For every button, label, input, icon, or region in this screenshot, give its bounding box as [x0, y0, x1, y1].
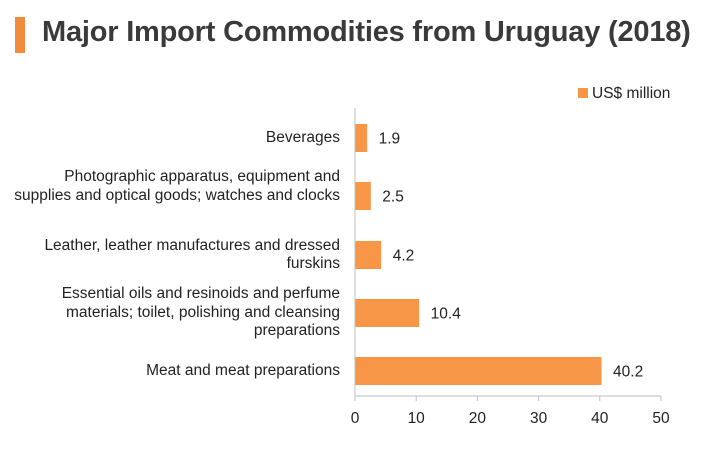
title-accent-bar	[15, 17, 25, 53]
data-label: 1.9	[379, 131, 401, 148]
x-tick-label: 30	[530, 410, 548, 427]
bar	[355, 241, 382, 269]
bar	[355, 124, 368, 152]
data-label: 4.2	[393, 248, 415, 265]
data-label: 2.5	[382, 189, 404, 206]
x-tick-label: 40	[591, 410, 609, 427]
bar	[355, 182, 371, 210]
x-tick-label: 50	[652, 410, 670, 427]
chart-title: Major Import Commodities from Uruguay (2…	[42, 16, 691, 48]
data-label: 40.2	[613, 364, 643, 381]
category-label: Photographic apparatus, equipment and su…	[14, 168, 340, 204]
bar	[355, 299, 420, 327]
legend-label: US$ million	[592, 85, 670, 102]
legend-swatch	[578, 88, 588, 98]
category-label: Essential oils and resinoids and perfume…	[61, 285, 340, 340]
x-tick-label: 0	[351, 410, 360, 427]
category-label: Beverages	[265, 128, 340, 146]
x-tick-label: 20	[469, 410, 487, 427]
data-label: 10.4	[431, 306, 462, 323]
category-label: Leather, leather manufactures and dresse…	[44, 236, 340, 273]
x-tick-label: 10	[408, 410, 426, 427]
category-label: Meat and meat preparations	[146, 361, 340, 379]
bar	[355, 357, 602, 385]
